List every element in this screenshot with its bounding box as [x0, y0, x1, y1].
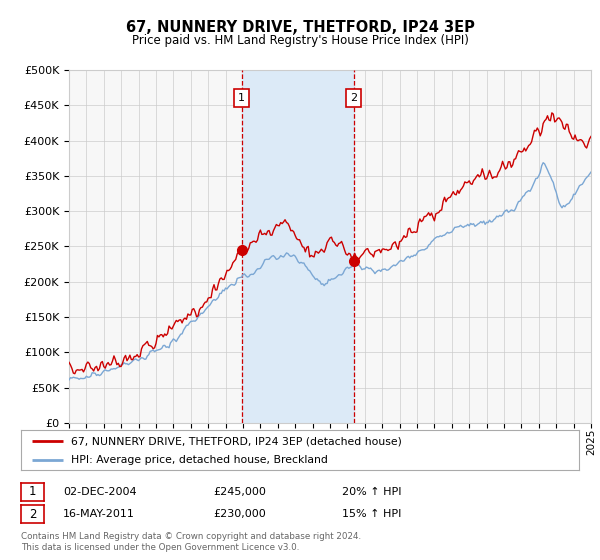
Text: 67, NUNNERY DRIVE, THETFORD, IP24 3EP: 67, NUNNERY DRIVE, THETFORD, IP24 3EP — [125, 21, 475, 35]
Text: 1: 1 — [238, 93, 245, 103]
Text: £245,000: £245,000 — [213, 487, 266, 497]
Text: 15% ↑ HPI: 15% ↑ HPI — [342, 509, 401, 519]
Text: Contains HM Land Registry data © Crown copyright and database right 2024.
This d: Contains HM Land Registry data © Crown c… — [21, 533, 361, 552]
Text: HPI: Average price, detached house, Breckland: HPI: Average price, detached house, Brec… — [71, 455, 328, 465]
Text: Price paid vs. HM Land Registry's House Price Index (HPI): Price paid vs. HM Land Registry's House … — [131, 34, 469, 48]
Text: 02-DEC-2004: 02-DEC-2004 — [63, 487, 137, 497]
Text: 2: 2 — [350, 93, 358, 103]
Text: 16-MAY-2011: 16-MAY-2011 — [63, 509, 135, 519]
Text: 67, NUNNERY DRIVE, THETFORD, IP24 3EP (detached house): 67, NUNNERY DRIVE, THETFORD, IP24 3EP (d… — [71, 436, 402, 446]
Text: 20% ↑ HPI: 20% ↑ HPI — [342, 487, 401, 497]
Text: £230,000: £230,000 — [213, 509, 266, 519]
Bar — [242, 70, 354, 423]
Text: 2: 2 — [29, 507, 36, 521]
Text: 1: 1 — [29, 485, 36, 498]
